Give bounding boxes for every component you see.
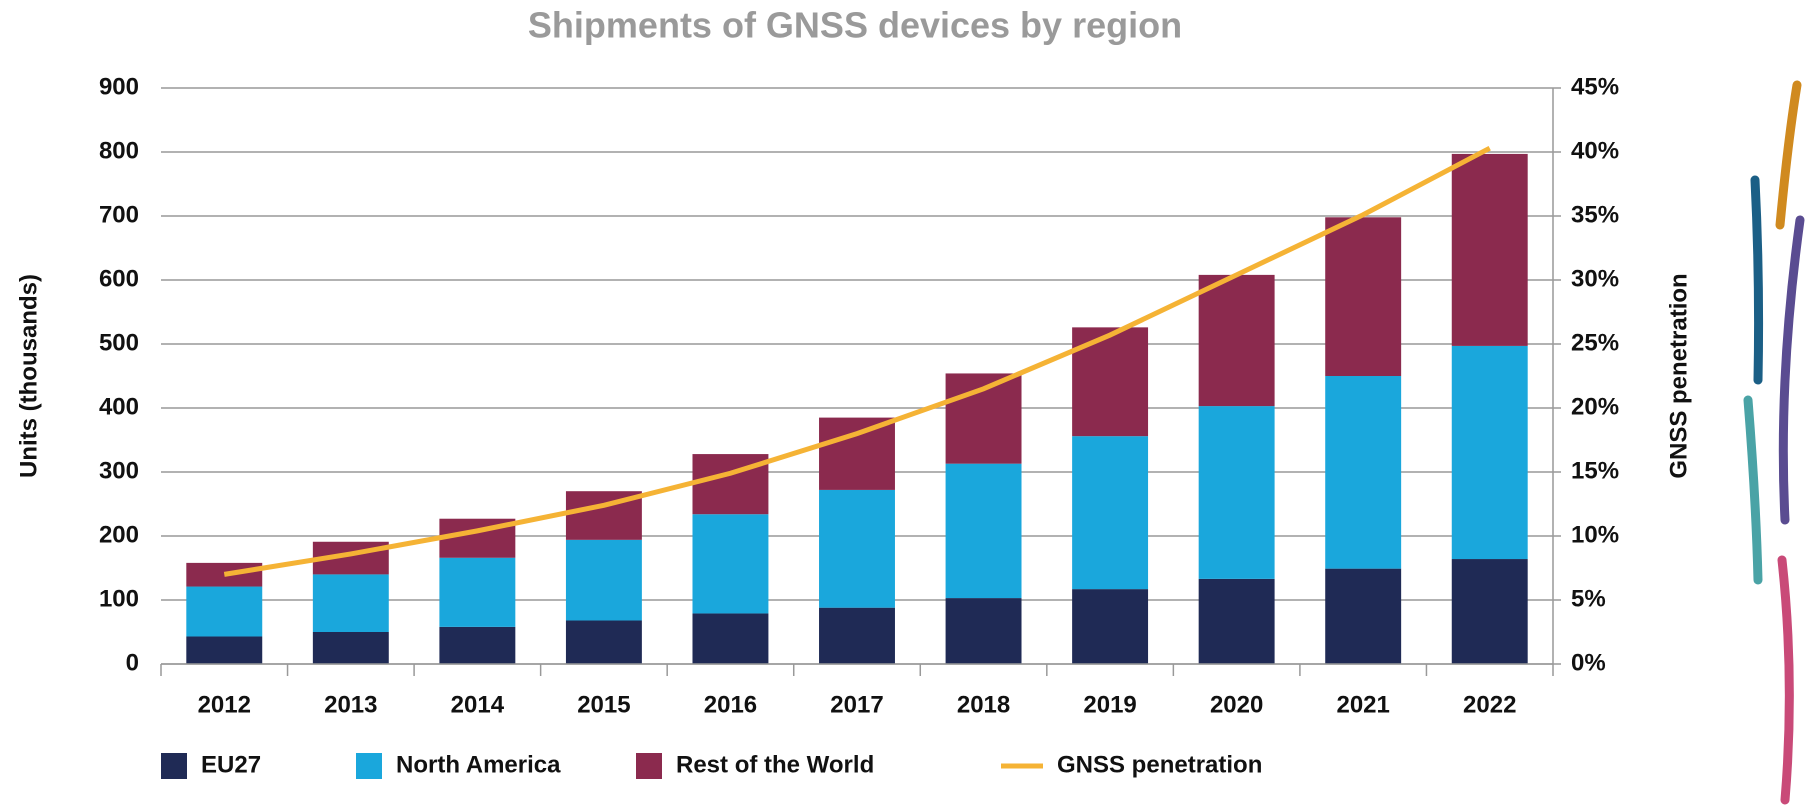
bar bbox=[1072, 589, 1148, 664]
bar bbox=[439, 558, 515, 627]
bar bbox=[692, 514, 768, 613]
y-tick-label: 800 bbox=[99, 137, 139, 164]
bar bbox=[439, 627, 515, 664]
y-tick-label: 300 bbox=[99, 457, 139, 484]
y2-tick-label: 5% bbox=[1571, 585, 1606, 612]
bar bbox=[1452, 559, 1528, 664]
bar bbox=[186, 636, 262, 664]
x-tick-label: 2022 bbox=[1463, 691, 1516, 718]
chart: Shipments of GNSS devices by region Unit… bbox=[0, 0, 1806, 807]
bar bbox=[1199, 406, 1275, 579]
bar bbox=[819, 490, 895, 608]
bar bbox=[1452, 346, 1528, 559]
bar bbox=[1199, 275, 1275, 406]
x-tick-label: 2017 bbox=[830, 691, 883, 718]
x-tick-label: 2015 bbox=[577, 691, 630, 718]
legend-swatch bbox=[161, 753, 187, 779]
y2-tick-label: 30% bbox=[1571, 265, 1619, 292]
bar bbox=[1452, 154, 1528, 346]
x-tick-label: 2012 bbox=[198, 691, 251, 718]
bar bbox=[1072, 436, 1148, 589]
y2-axis-title: GNSS penetration bbox=[1665, 273, 1692, 478]
bar bbox=[1199, 579, 1275, 664]
legend-swatch bbox=[636, 753, 662, 779]
bar bbox=[819, 418, 895, 490]
y-tick-label: 0 bbox=[126, 649, 139, 676]
bar bbox=[1325, 376, 1401, 569]
y2-tick-label: 35% bbox=[1571, 201, 1619, 228]
y-tick-label: 900 bbox=[99, 73, 139, 100]
bar bbox=[313, 632, 389, 664]
x-tick-label: 2019 bbox=[1083, 691, 1136, 718]
legend-label: EU27 bbox=[201, 751, 261, 778]
x-tick-label: 2021 bbox=[1336, 691, 1389, 718]
y-tick-label: 500 bbox=[99, 329, 139, 356]
y-tick-label: 400 bbox=[99, 393, 139, 420]
decoration bbox=[1748, 85, 1800, 800]
bar bbox=[313, 574, 389, 632]
x-tick-label: 2014 bbox=[451, 691, 505, 718]
y2-tick-label: 20% bbox=[1571, 393, 1619, 420]
y-tick-label: 700 bbox=[99, 201, 139, 228]
legend-label: GNSS penetration bbox=[1057, 751, 1262, 778]
y2-tick-label: 15% bbox=[1571, 457, 1619, 484]
y-tick-label: 600 bbox=[99, 265, 139, 292]
legend-label: North America bbox=[396, 751, 561, 778]
bar bbox=[1325, 569, 1401, 664]
y2-tick-label: 40% bbox=[1571, 137, 1619, 164]
y-tick-label: 200 bbox=[99, 521, 139, 548]
y-tick-label: 100 bbox=[99, 585, 139, 612]
bar bbox=[946, 598, 1022, 664]
y-axis-title: Units (thousands) bbox=[15, 274, 42, 478]
y2-tick-label: 0% bbox=[1571, 649, 1606, 676]
bar bbox=[566, 540, 642, 621]
legend-label: Rest of the World bbox=[676, 751, 874, 778]
bar bbox=[1325, 217, 1401, 376]
y2-tick-label: 25% bbox=[1571, 329, 1619, 356]
bar bbox=[946, 464, 1022, 598]
bar bbox=[819, 608, 895, 664]
bar bbox=[566, 620, 642, 664]
bar bbox=[692, 613, 768, 664]
bar bbox=[186, 563, 262, 587]
legend-swatch bbox=[356, 753, 382, 779]
x-tick-label: 2020 bbox=[1210, 691, 1263, 718]
y2-tick-label: 45% bbox=[1571, 73, 1619, 100]
x-tick-label: 2016 bbox=[704, 691, 757, 718]
x-tick-label: 2018 bbox=[957, 691, 1010, 718]
bar bbox=[186, 587, 262, 637]
chart-title: Shipments of GNSS devices by region bbox=[528, 5, 1182, 46]
y2-tick-label: 10% bbox=[1571, 521, 1619, 548]
x-tick-label: 2013 bbox=[324, 691, 377, 718]
